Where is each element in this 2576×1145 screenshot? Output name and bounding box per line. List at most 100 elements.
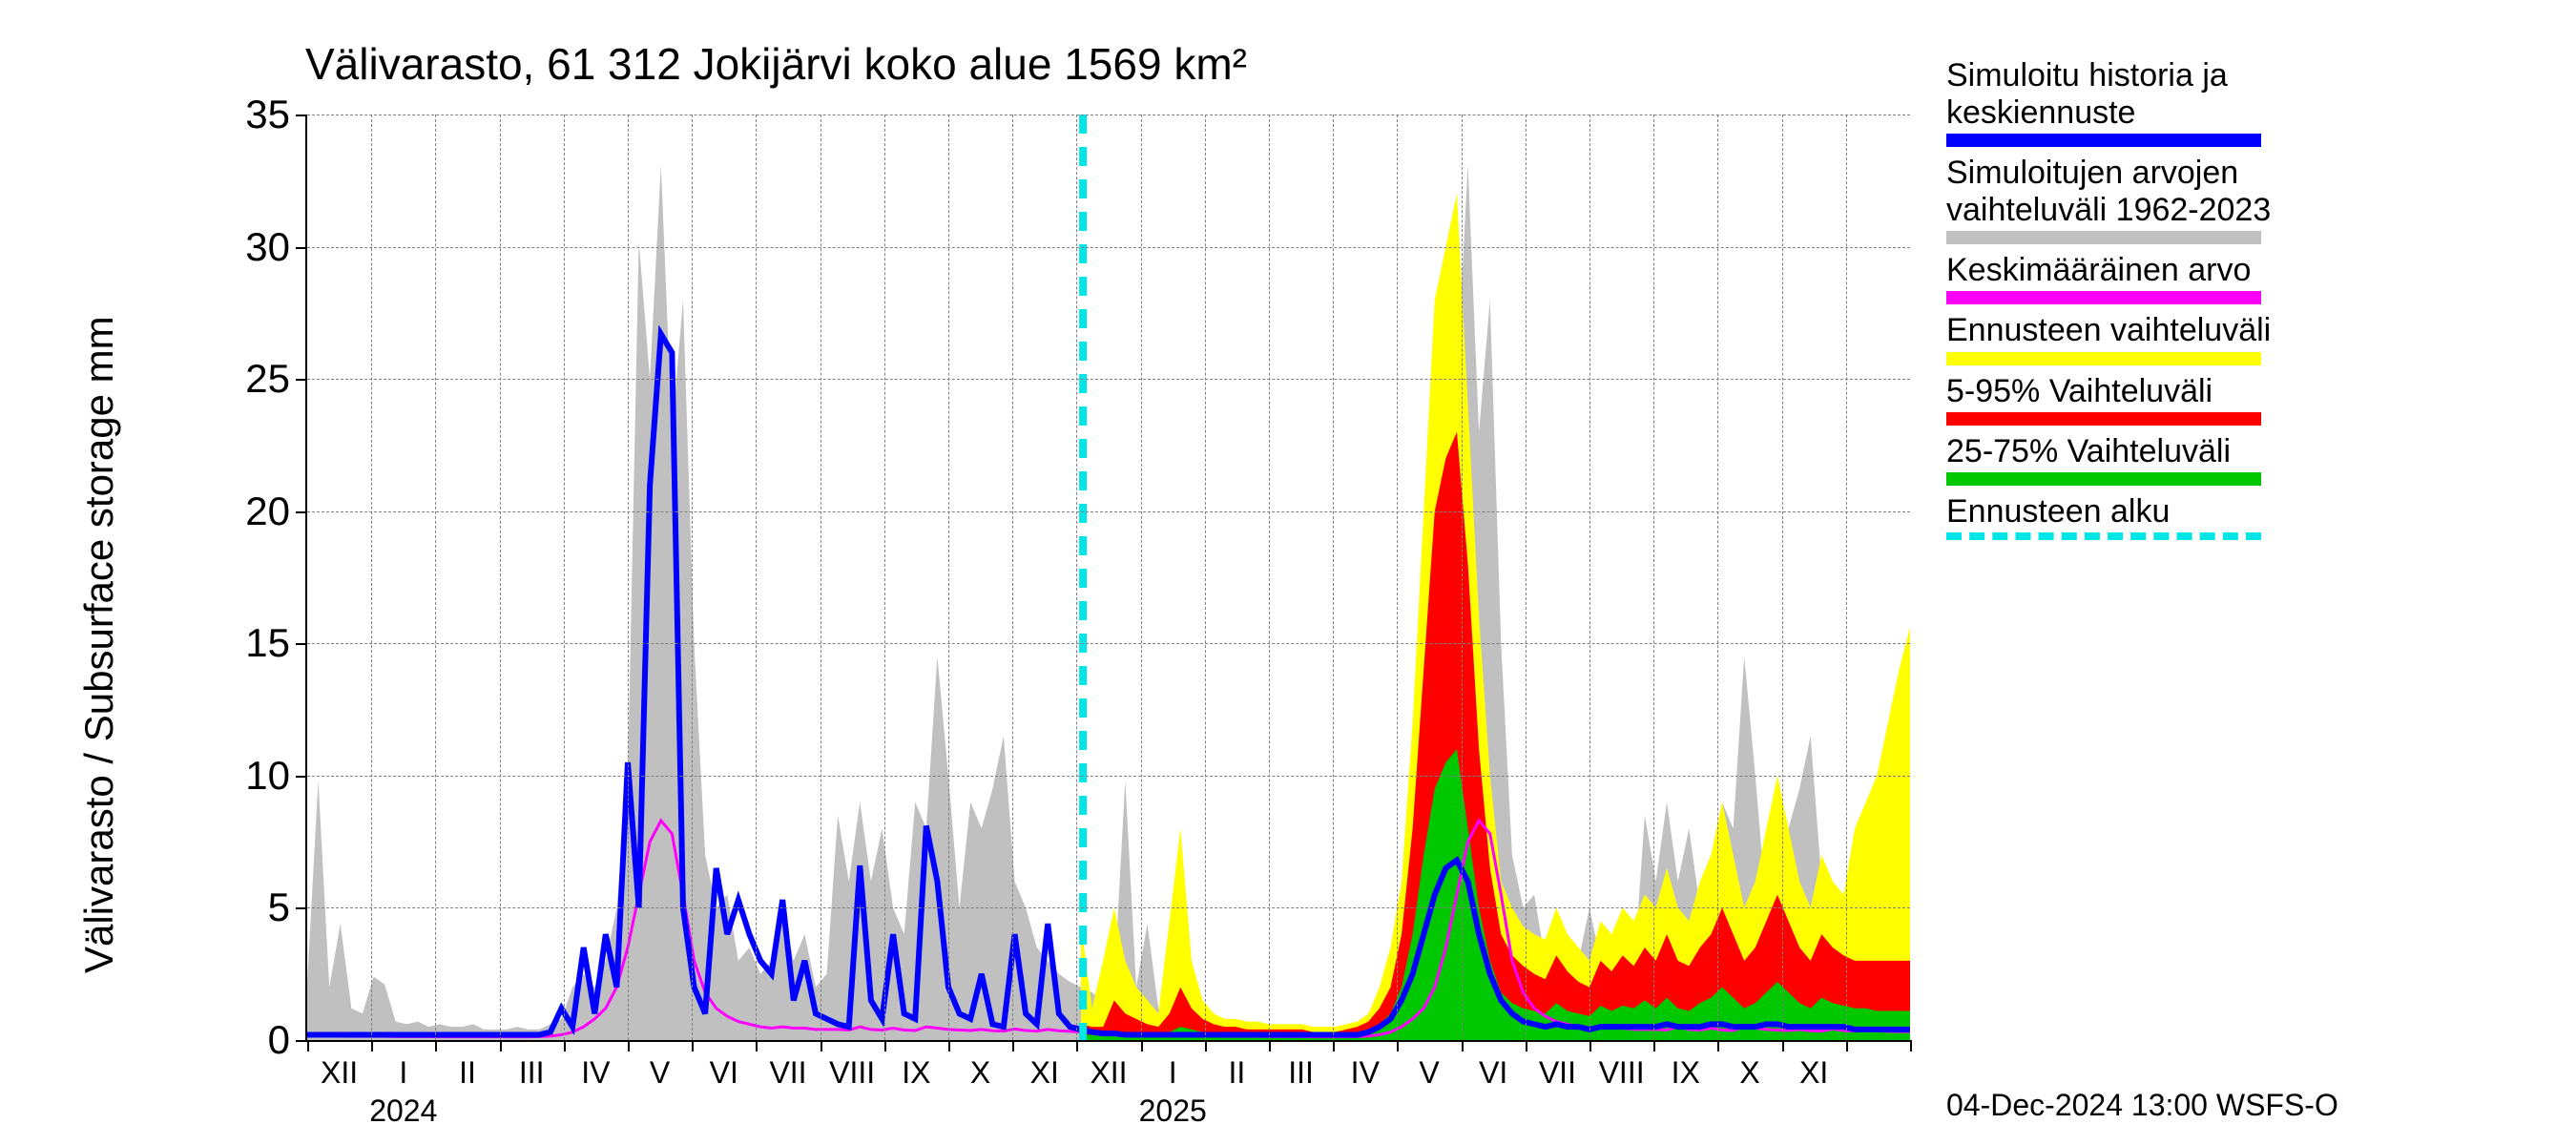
gridline-v [948, 114, 949, 1040]
gridline-h [307, 776, 1910, 777]
legend-label: Keskimääräinen arvo [1946, 252, 2271, 289]
legend-label: 5-95% Vaihteluväli [1946, 373, 2271, 410]
x-tick-label: V [650, 1055, 670, 1091]
plot-area: 05101520253035XIIIIIIIIIVVVIVIIVIIIIXXXI… [305, 114, 1910, 1042]
x-tick [1846, 1040, 1848, 1051]
legend-swatch [1946, 472, 2261, 486]
legend-entry-range_25_75: 25-75% Vaihteluväli [1946, 433, 2271, 486]
gridline-v [1653, 114, 1654, 1040]
gridline-v [1846, 114, 1847, 1040]
chart-container: Välivarasto, 61 312 Jokijärvi koko alue … [0, 0, 2576, 1145]
legend-label: keskiennuste [1946, 94, 2271, 132]
x-tick [1717, 1040, 1719, 1051]
x-tick-label: VIII [1599, 1055, 1645, 1091]
gridline-v [1269, 114, 1270, 1040]
legend-swatch [1946, 134, 2261, 147]
gridline-v [1782, 114, 1783, 1040]
x-tick-label: I [399, 1055, 407, 1091]
x-tick [1141, 1040, 1143, 1051]
gridline-v [1141, 114, 1142, 1040]
y-tick [296, 776, 307, 778]
x-tick [692, 1040, 694, 1051]
legend-entry-forecast_range_full: Ennusteen vaihteluväli [1946, 312, 2271, 364]
legend-entry-forecast_start: Ennusteen alku [1946, 493, 2271, 540]
footer-timestamp: 04-Dec-2024 13:00 WSFS-O [1946, 1088, 2338, 1123]
legend-swatch [1946, 412, 2261, 426]
x-tick [628, 1040, 630, 1051]
y-tick [296, 907, 307, 909]
x-tick-label: XI [1799, 1055, 1828, 1091]
y-axis-label: Välivarasto / Subsurface storage mm [76, 316, 122, 973]
legend-label: vaihteluväli 1962-2023 [1946, 192, 2271, 229]
x-tick-label: IX [1672, 1055, 1700, 1091]
y-tick-label: 20 [245, 489, 290, 534]
y-tick-label: 35 [245, 92, 290, 137]
gridline-v [884, 114, 885, 1040]
x-tick [1205, 1040, 1207, 1051]
x-tick-label: V [1419, 1055, 1439, 1091]
gridline-h [307, 643, 1910, 644]
legend-label: Simuloitujen arvojen [1946, 155, 2271, 192]
x-tick [371, 1040, 373, 1051]
gridline-v [628, 114, 629, 1040]
x-tick-label: X [1739, 1055, 1759, 1091]
x-tick-label: VI [1479, 1055, 1507, 1091]
y-tick [296, 643, 307, 645]
gridline-h [307, 114, 1910, 115]
y-tick [296, 511, 307, 513]
legend-label: Simuloitu historia ja [1946, 57, 2271, 94]
chart-svg [307, 114, 1910, 1040]
x-tick [435, 1040, 437, 1051]
y-tick [296, 114, 307, 116]
gridline-h [307, 247, 1910, 248]
x-tick-label: VII [1539, 1055, 1576, 1091]
legend-entry-sim_range_hist: Simuloitujen arvojenvaihteluväli 1962-20… [1946, 155, 2271, 244]
x-tick [756, 1040, 758, 1051]
x-tick-label: IV [1351, 1055, 1380, 1091]
x-tick [1526, 1040, 1527, 1051]
x-tick-label: XII [321, 1055, 358, 1091]
y-tick-label: 15 [245, 620, 290, 666]
x-tick-label: XII [1090, 1055, 1127, 1091]
x-tick [1462, 1040, 1464, 1051]
legend-entry-mean_value: Keskimääräinen arvo [1946, 252, 2271, 304]
gridline-v [1397, 114, 1398, 1040]
legend-label: 25-75% Vaihteluväli [1946, 433, 2271, 470]
gridline-v [1717, 114, 1718, 1040]
gridline-v [500, 114, 501, 1040]
x-tick-label: XI [1030, 1055, 1059, 1091]
x-tick [1012, 1040, 1014, 1051]
x-tick [564, 1040, 566, 1051]
x-tick [1910, 1040, 1912, 1051]
x-tick-label: X [970, 1055, 990, 1091]
gridline-v [692, 114, 693, 1040]
x-tick [307, 1040, 309, 1051]
gridline-v [1012, 114, 1013, 1040]
x-tick [1589, 1040, 1591, 1051]
x-tick-label: IV [581, 1055, 610, 1091]
x-tick-label: III [1288, 1055, 1314, 1091]
y-tick [296, 247, 307, 249]
gridline-v [371, 114, 372, 1040]
y-tick-label: 5 [268, 885, 290, 930]
gridline-h [307, 907, 1910, 908]
legend-label: Ennusteen vaihteluväli [1946, 312, 2271, 349]
gridline-h [307, 379, 1910, 380]
y-tick-label: 10 [245, 753, 290, 799]
x-tick [1076, 1040, 1078, 1051]
x-tick-label: VIII [829, 1055, 875, 1091]
x-year-label: 2024 [369, 1093, 437, 1129]
x-tick [884, 1040, 886, 1051]
legend-entry-sim_history: Simuloitu historia jakeskiennuste [1946, 57, 2271, 147]
x-tick-label: III [519, 1055, 545, 1091]
x-tick [500, 1040, 502, 1051]
x-tick [1782, 1040, 1784, 1051]
gridline-v [1589, 114, 1590, 1040]
x-tick-label: II [459, 1055, 476, 1091]
x-year-label: 2025 [1139, 1093, 1207, 1129]
legend-entry-range_5_95: 5-95% Vaihteluväli [1946, 373, 2271, 426]
chart-title: Välivarasto, 61 312 Jokijärvi koko alue … [305, 38, 1247, 90]
x-tick [1269, 1040, 1271, 1051]
y-tick [296, 379, 307, 381]
gridline-v [1205, 114, 1206, 1040]
